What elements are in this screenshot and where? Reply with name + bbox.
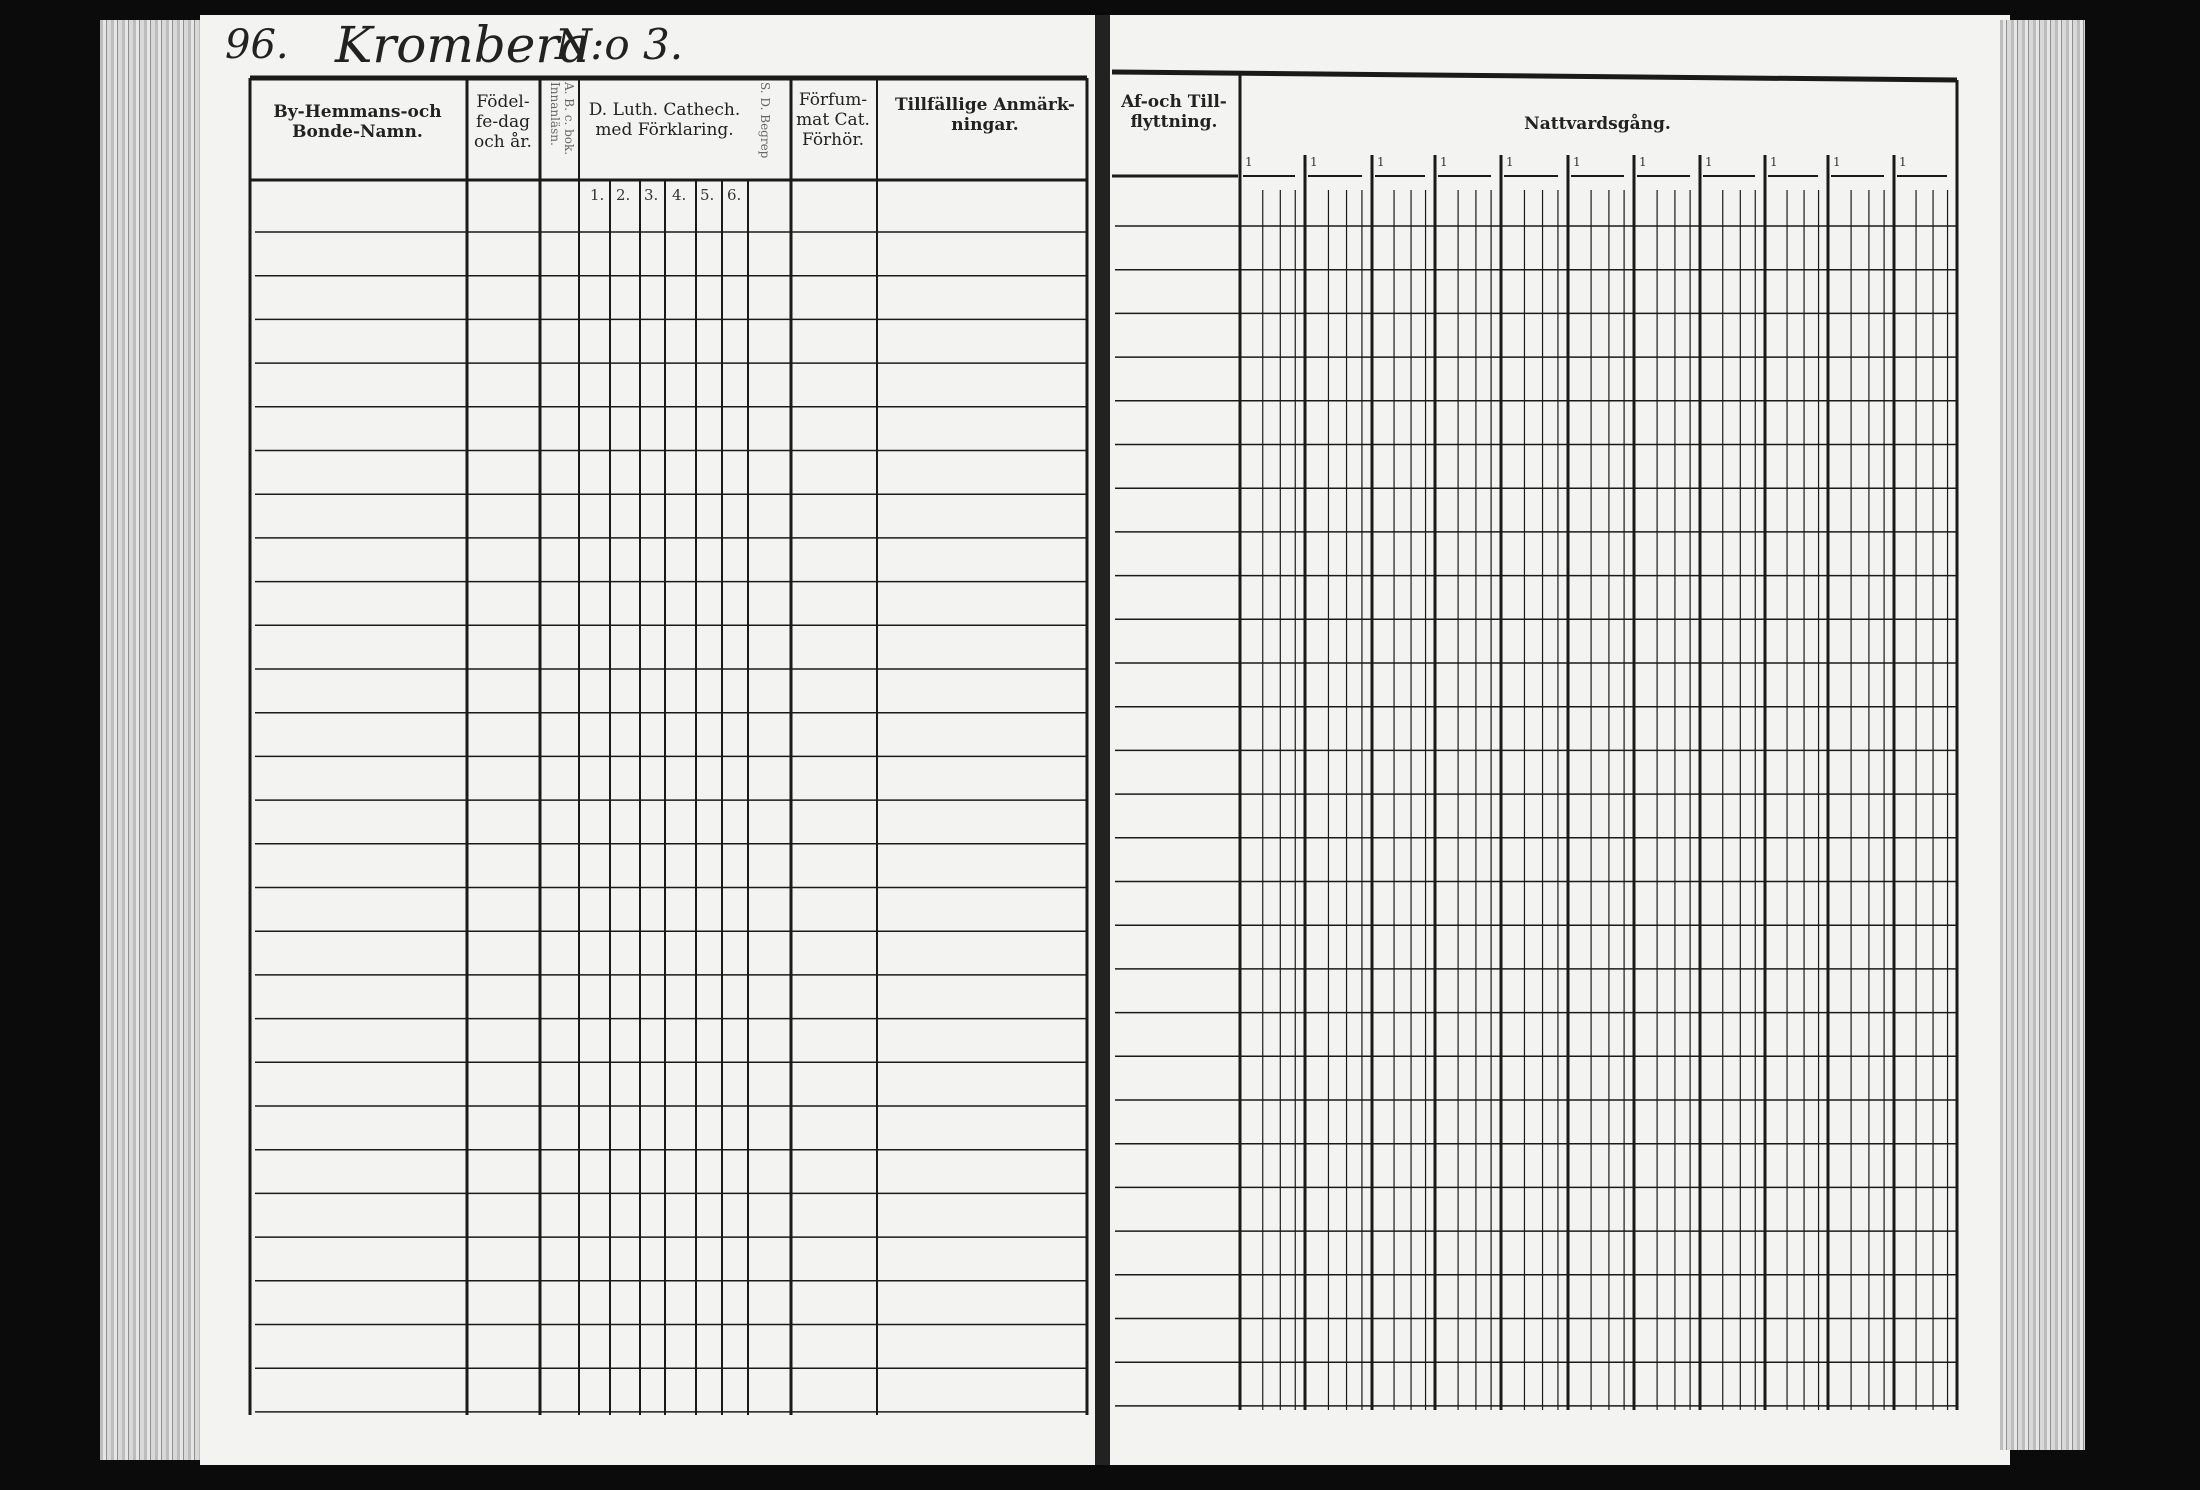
header-farm-name: By-Hemmans-och Bonde-Namn. bbox=[273, 102, 442, 142]
subcol-4: 4. bbox=[672, 186, 687, 204]
book-edge-left bbox=[100, 20, 210, 1460]
page-number: 96. bbox=[225, 22, 289, 68]
header-birth-date: Födel-fe-dag och år. bbox=[474, 92, 532, 152]
subcol-5: 5. bbox=[700, 186, 715, 204]
left-page bbox=[200, 15, 1095, 1465]
gutter bbox=[1095, 15, 1110, 1465]
communion-mark: 1 bbox=[1310, 155, 1318, 169]
subcol-1: 1. bbox=[590, 186, 605, 204]
subcol-2: 2. bbox=[616, 186, 631, 204]
communion-mark: 1 bbox=[1639, 155, 1647, 169]
communion-mark: 1 bbox=[1833, 155, 1841, 169]
communion-mark: 1 bbox=[1573, 155, 1581, 169]
communion-mark: 1 bbox=[1377, 155, 1385, 169]
right-header-top-rule bbox=[1111, 69, 1958, 83]
header-moving: Af-och Till-flyttning. bbox=[1121, 92, 1227, 132]
header-examination: Förfum-mat Cat. Förhör. bbox=[796, 90, 870, 150]
handwritten-village-name: Krombera bbox=[335, 16, 590, 74]
communion-mark: 1 bbox=[1705, 155, 1713, 169]
communion-mark: 1 bbox=[1506, 155, 1514, 169]
communion-mark: 1 bbox=[1899, 155, 1907, 169]
header-sd: S. D. Begrep bbox=[758, 82, 772, 159]
header-abc-book: A. B. c. bok. Innanläsn. bbox=[548, 82, 576, 156]
communion-mark: 1 bbox=[1770, 155, 1778, 169]
right-page bbox=[1110, 15, 2010, 1465]
header-communion: Nattvardsgång. bbox=[1524, 114, 1671, 134]
handwritten-number: N:o 3. bbox=[555, 20, 684, 69]
header-catechism: D. Luth. Cathech. med Förklaring. bbox=[588, 100, 741, 140]
subcol-3: 3. bbox=[644, 186, 659, 204]
communion-mark: 1 bbox=[1440, 155, 1448, 169]
book-edge-right bbox=[2000, 20, 2085, 1450]
header-remarks: Tillfällige Anmärk-ningar. bbox=[894, 95, 1075, 135]
communion-mark: 1 bbox=[1245, 155, 1253, 169]
subcol-6: 6. bbox=[727, 186, 742, 204]
